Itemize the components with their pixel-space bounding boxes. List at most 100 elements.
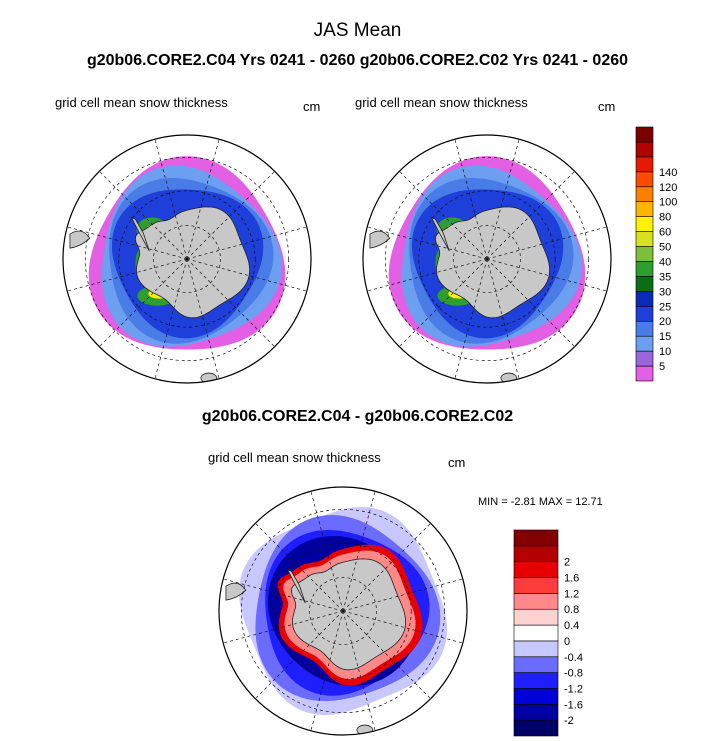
snow-colorbar-box-15 bbox=[635, 141, 654, 158]
snow-colorbar-label-13: 140 bbox=[659, 167, 677, 179]
snow-colorbar-box-6 bbox=[635, 276, 654, 292]
right-panel-label: grid cell mean snow thickness bbox=[355, 95, 528, 110]
diff-colorbar-label-3: -0.8 bbox=[564, 668, 583, 680]
right-panel-meridian-11 bbox=[486, 226, 607, 260]
diff-panel-meridian-5 bbox=[223, 610, 344, 644]
right-panel-meridian-1 bbox=[486, 258, 575, 347]
diff-colorbar-box-5 bbox=[513, 640, 559, 658]
right-panel-unit: cm bbox=[598, 99, 616, 114]
diff-colorbar-box-4 bbox=[513, 656, 559, 673]
left-panel-south-america bbox=[69, 230, 91, 249]
snow-colorbar-label-3: 20 bbox=[659, 316, 671, 328]
snow-colorbar-label-8: 50 bbox=[659, 242, 671, 254]
snow-colorbar-box-12 bbox=[635, 186, 654, 203]
right-panel-meridian-4 bbox=[399, 258, 488, 347]
diff-panel-meridian-11 bbox=[342, 578, 463, 612]
diff-panel-meridian-8 bbox=[310, 491, 344, 612]
left-panel-latitude-ring-2 bbox=[84, 156, 290, 362]
figure-subtitle: g20b06.CORE2.C04 Yrs 0241 - 0260 g20b06.… bbox=[86, 52, 629, 69]
snow-colorbar-box-9 bbox=[635, 231, 654, 247]
snow-colorbar-label-12: 120 bbox=[659, 182, 677, 194]
left-panel-map-frame bbox=[62, 134, 312, 384]
diff-panel-meridian-9 bbox=[342, 491, 376, 612]
right-panel-meridian-5 bbox=[367, 258, 488, 292]
diff-panel-map bbox=[218, 486, 468, 736]
left-panel-peninsula bbox=[130, 216, 150, 252]
diff-colorbar-box-2 bbox=[513, 688, 559, 705]
right-panel-meridian-2 bbox=[486, 258, 520, 379]
diff-colorbar-box-10 bbox=[513, 561, 559, 578]
diff-colorbar-box-3 bbox=[513, 672, 559, 689]
diff-panel-meridian-0 bbox=[342, 610, 463, 644]
right-panel-south-america bbox=[369, 230, 391, 249]
right-panel-meridian-0 bbox=[486, 258, 607, 292]
diff-colorbar-box-12 bbox=[513, 529, 559, 547]
left-panel-meridian-1 bbox=[186, 258, 275, 347]
diff-panel-south-america bbox=[225, 582, 247, 601]
diff-colorbar-label-2: -1.2 bbox=[564, 683, 583, 695]
diff-colorbar-label-10: 2 bbox=[564, 557, 570, 569]
right-panel-map bbox=[362, 134, 612, 384]
diff-panel-latitude-ring-1 bbox=[274, 542, 412, 680]
diff-colorbar-label-5: 0 bbox=[564, 636, 570, 648]
left-panel-meridian-5 bbox=[67, 258, 188, 292]
diff-panel-meridian-4 bbox=[255, 610, 344, 699]
left-panel-meridian-2 bbox=[186, 258, 220, 379]
diff-colorbar-box-11 bbox=[513, 545, 559, 562]
diff-colorbar-box-9 bbox=[513, 577, 559, 594]
snow-colorbar-label-9: 60 bbox=[659, 227, 671, 239]
snow-colorbar-label-5: 30 bbox=[659, 286, 671, 298]
diff-panel-meridian-6 bbox=[223, 578, 344, 612]
snow-colorbar-box-2 bbox=[635, 335, 654, 352]
left-panel-meridian-6 bbox=[67, 226, 188, 260]
right-panel-latitude-ring-2 bbox=[384, 156, 590, 362]
diff-minmax: MIN = -2.81 MAX = 12.71 bbox=[478, 496, 603, 508]
diff-panel-peninsula bbox=[286, 568, 306, 604]
diff-panel-meridian-3 bbox=[310, 610, 344, 731]
snow-colorbar-label-6: 35 bbox=[659, 271, 671, 283]
left-panel-meridian-0 bbox=[186, 258, 307, 292]
snow-colorbar-box-10 bbox=[635, 216, 654, 232]
snow-colorbar: 5 10 15 20 25 30 35 40 50 60 80 100 120 140 bbox=[635, 126, 677, 382]
snow-colorbar-label-2: 15 bbox=[659, 331, 671, 343]
left-panel-meridian-9 bbox=[186, 139, 220, 260]
right-panel-meridian-6 bbox=[367, 226, 488, 260]
right-panel-meridian-8 bbox=[454, 139, 488, 260]
diff-panel-meridian-7 bbox=[255, 523, 344, 612]
diff-panel-unit: cm bbox=[448, 455, 466, 470]
right-panel-meridian-10 bbox=[486, 171, 575, 260]
snow-colorbar-box-7 bbox=[635, 261, 654, 277]
diff-colorbar-box-8 bbox=[513, 593, 559, 610]
diff-panel-meridian-1 bbox=[342, 610, 431, 699]
right-panel-meridian-9 bbox=[486, 139, 520, 260]
diff-colorbar-box-6 bbox=[513, 624, 559, 642]
figure-title: JAS Mean bbox=[313, 20, 402, 41]
diff-colorbar-label-6: 0.4 bbox=[564, 620, 579, 632]
diff-colorbar: -2 -1.6 -1.2 -0.8 -0.4 0 0.4 0.8 1.2 1.6 2 bbox=[513, 529, 583, 737]
snow-colorbar-label-1: 10 bbox=[659, 346, 671, 358]
right-panel-map-frame bbox=[362, 134, 612, 384]
snow-colorbar-box-4 bbox=[635, 305, 654, 322]
left-panel-meridian-4 bbox=[99, 258, 188, 347]
left-panel-map bbox=[62, 134, 312, 384]
left-panel-graticule bbox=[67, 139, 307, 379]
diff-panel-map-frame bbox=[218, 486, 468, 736]
diff-colorbar-label-1: -1.6 bbox=[564, 699, 583, 711]
snow-colorbar-box-13 bbox=[635, 171, 654, 188]
left-panel-latitude-ring-1 bbox=[118, 190, 256, 328]
diff-panel-meridian-10 bbox=[342, 523, 431, 612]
right-panel-graticule bbox=[367, 139, 607, 379]
right-panel-peninsula bbox=[430, 216, 450, 252]
snow-colorbar-box-11 bbox=[635, 201, 654, 217]
diff-panel-latitude-ring-2 bbox=[240, 508, 446, 714]
snow-colorbar-label-7: 40 bbox=[659, 256, 671, 268]
right-panel-latitude-ring-1 bbox=[418, 190, 556, 328]
snow-colorbar-box-1 bbox=[635, 350, 654, 367]
snow-colorbar-box-0 bbox=[635, 365, 654, 382]
diff-panel-latitude-ring-0 bbox=[309, 577, 377, 645]
snow-colorbar-box-14 bbox=[635, 156, 654, 173]
right-panel-meridian-3 bbox=[454, 258, 488, 379]
diff-panel-label: grid cell mean snow thickness bbox=[208, 450, 381, 465]
left-panel-latitude-ring-0 bbox=[153, 225, 221, 293]
